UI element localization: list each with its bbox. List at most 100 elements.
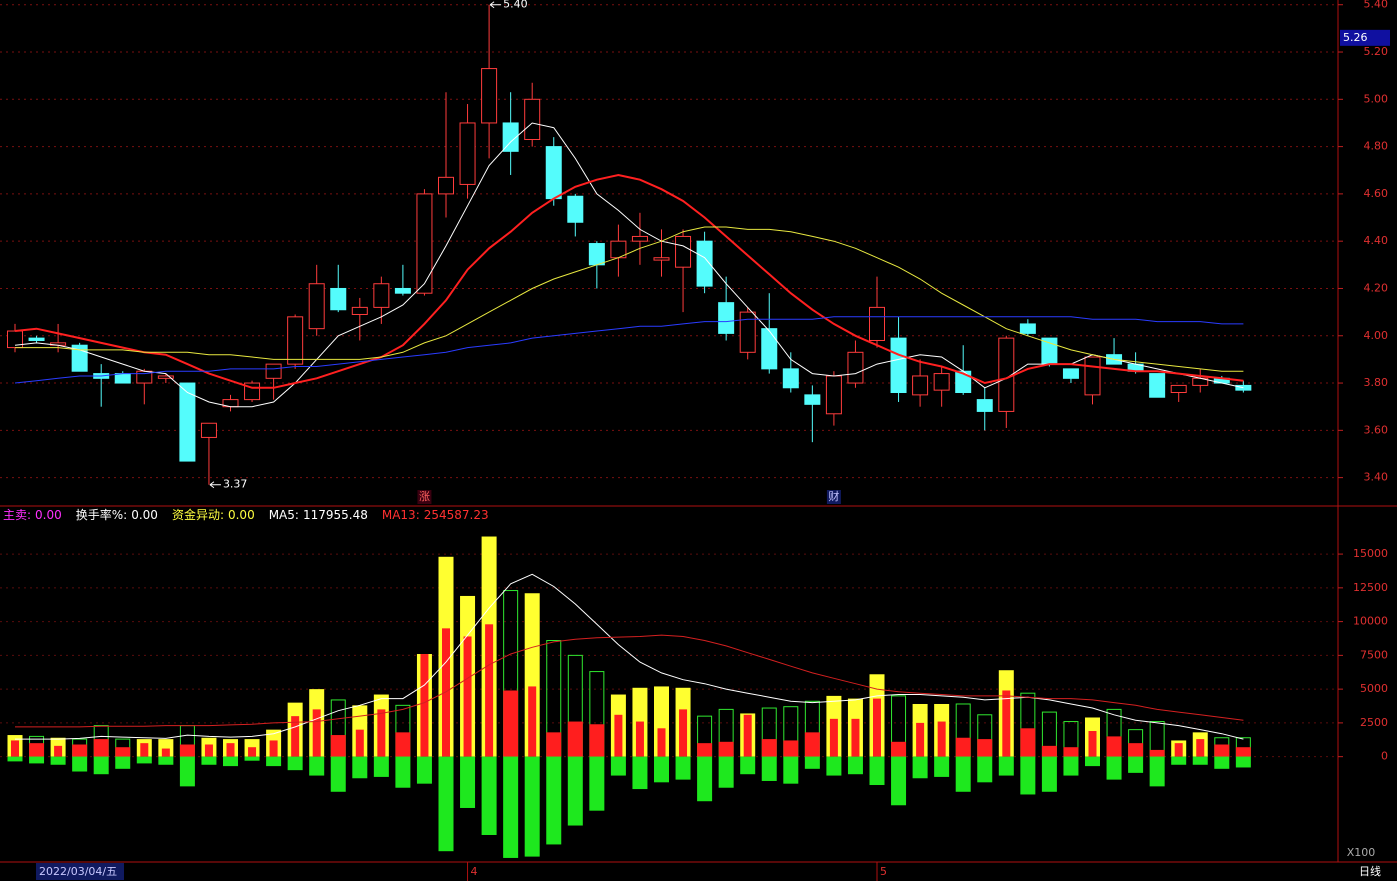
flow-red-bar [395,732,411,757]
flow-red-bar [291,716,300,757]
y-tick-label: 12500 [1353,581,1388,594]
candle-body [1170,384,1187,394]
annotation-arrow [209,481,221,489]
candle-body [287,316,304,365]
flow-red-bar [1128,743,1144,757]
y-tick-label: 0 [1381,750,1388,763]
flow-red-bar [761,739,777,757]
flow-red-bar [546,732,562,757]
flow-red-bar [355,729,364,757]
flow-red-bar [635,721,644,757]
y-tick-label: 2500 [1360,716,1388,729]
flow-red-bar [977,739,993,757]
flow-red-bar [1088,730,1097,757]
candle-body [739,311,756,353]
indicator-value: 0.00 [131,508,158,522]
y-tick-label: 4.60 [1364,187,1389,200]
flow-negative-bar [1171,756,1187,765]
candle-body [524,98,541,141]
y-tick-label: 5.20 [1364,45,1389,58]
indicator-name: 资金异动: [171,508,224,522]
unit-label: X100 [1347,846,1376,859]
flow-red-bar [93,739,109,757]
flow-negative-bar [632,756,648,790]
flow-red-bar [589,724,605,757]
flow-red-bar [829,718,838,757]
y-tick-label: 3.60 [1364,423,1389,436]
flow-negative-bar [1106,756,1122,780]
flow-negative-bar [266,756,282,767]
flow-red-bar [743,714,752,757]
indicator: 主卖: 0.00 [3,506,62,524]
flow-negative-bar [330,756,346,792]
flow-negative-bar [1235,756,1251,768]
indicator-name: 主卖: [3,508,32,522]
flow-red-bar [955,737,971,757]
flow-negative-bar [158,756,174,765]
flow-red-bar [679,709,688,757]
flow-red-bar [248,747,257,757]
candle-body [847,351,864,384]
candle-body [976,399,993,412]
flow-negative-bar [50,756,66,765]
candle-body [696,240,713,287]
flow-red-bar [442,628,450,757]
flow-red-bar [420,654,429,757]
annotation-arrow [489,1,502,9]
flow-negative-bar [1063,756,1079,776]
candle-body [1149,373,1166,398]
flow-negative-bar [373,756,389,777]
candle-body [912,375,929,396]
candle-body [675,235,692,268]
x-tick-label: 5 [880,865,887,878]
flow-red-bar [873,698,881,757]
last-price-box [1340,29,1390,46]
candle-body [308,283,325,330]
flow-red-bar [697,743,713,757]
flow-negative-bar [1041,756,1057,792]
flow-red-bar [891,741,907,757]
annotation-label: 3.37 [223,478,248,491]
indicator-value: 0.00 [35,508,62,522]
period-label: 日线 [1359,864,1381,878]
flow-negative-bar [675,756,691,780]
flow-red-bar [503,690,519,757]
flow-negative-bar [610,756,626,776]
flow-negative-bar [460,756,476,808]
candle-body [502,122,519,152]
flow-red-bar [851,718,860,757]
flow-negative-bar [93,756,109,775]
flow-red-bar [204,744,213,757]
flow-negative-bar [998,756,1014,776]
flow-negative-bar [891,756,907,806]
candle-body [545,146,562,200]
y-tick-label: 10000 [1353,615,1388,628]
flow-negative-bar [179,756,195,787]
flow-negative-bar [136,756,152,764]
flow-negative-bar [955,756,971,792]
flow-negative-bar [977,756,993,783]
candle-body [718,302,735,334]
flow-red-bar [226,743,235,757]
candle-body [933,373,950,391]
flow-red-bar [1041,745,1057,757]
candle-body [804,394,821,405]
indicator: 换手率%: 0.00 [76,506,158,524]
flow-red-bar [528,686,537,757]
indicator: 资金异动: 0.00 [172,506,255,524]
flow-red-bar [179,744,195,757]
flow-red-bar [1149,749,1165,757]
y-tick-label: 5.00 [1364,92,1389,105]
y-tick-label: 4.80 [1364,140,1389,153]
flow-red-bar [377,709,386,757]
flow-negative-bar [223,756,238,767]
ma-line [15,573,1244,740]
candle-body [200,422,217,438]
flow-negative-bar [1192,756,1208,765]
candle-body [265,363,282,379]
ma-line [15,634,1244,728]
flow-red-bar [614,714,623,757]
last-price-label: 5.26 [1343,31,1368,44]
candle-body [373,283,390,308]
